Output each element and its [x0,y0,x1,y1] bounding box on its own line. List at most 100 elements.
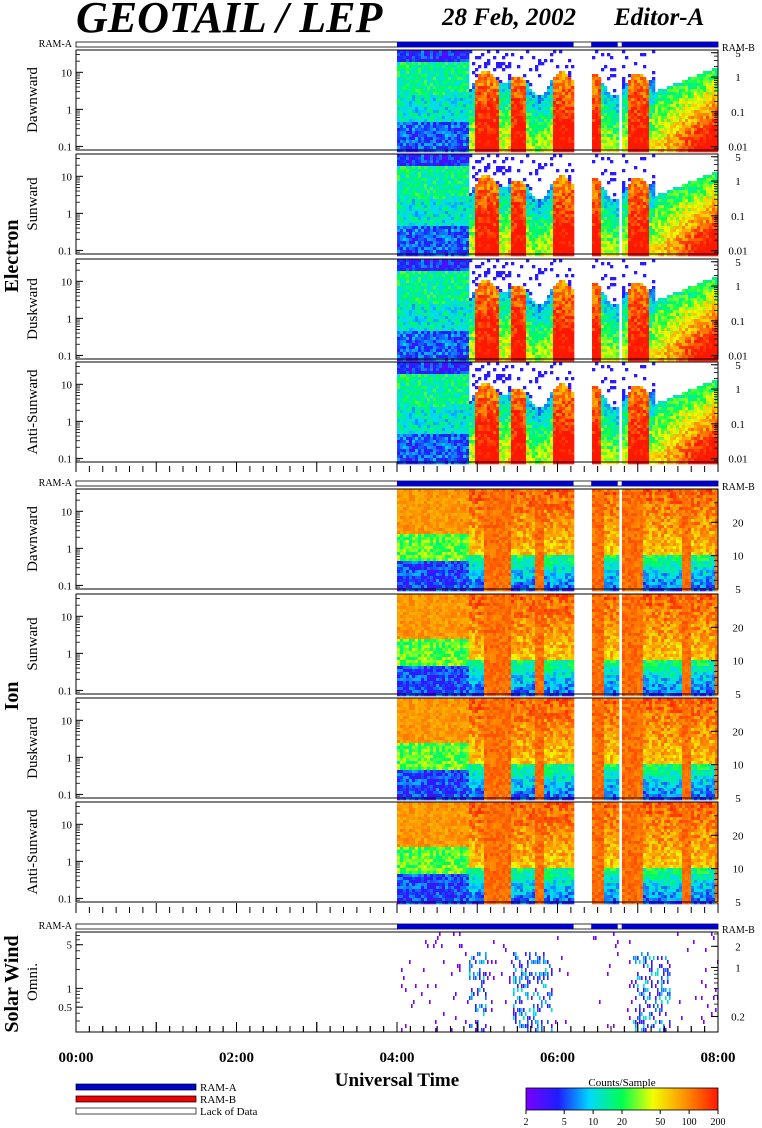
panel-label: Sunward [25,177,41,231]
axis-tick-label: 10 [733,551,745,563]
colorbar: Counts/Sample 2 5 10 20 50 100 200 [524,1077,726,1128]
ram-a-label: RAM-A [39,478,73,489]
colorbar-tick-label: 5 [562,1117,567,1128]
spectrogram-image [397,594,718,696]
panel-label: Duskward [25,278,41,340]
colorbar-tick-label: 20 [617,1117,627,1128]
axis-tick-label: 10 [61,715,73,727]
axis-tick-label: 20 [733,517,745,529]
axis-tick-label: 5 [67,940,73,952]
spectrogram-figure: GEOTAIL / LEP 28 Feb, 2002 Editor-A Elec… [0,0,762,1128]
axis-tick-label: 1 [67,648,73,660]
group-label-solar-wind: Solar Wind [1,935,23,1032]
spectrogram-panel-ion [76,594,718,696]
spectrogram-panel-solar [76,932,719,1032]
legend-label-ram-a: RAM-A [200,1082,237,1094]
panel-label: Omni. [25,963,41,1001]
axis-tick-label: 10 [61,611,73,623]
panel-label: Sunward [25,617,41,671]
panel-label: Dawnward [25,506,41,572]
x-axis-label: Universal Time [335,1070,459,1091]
axis-tick-label: 0.1 [731,316,745,328]
colorbar-tick-label: 100 [682,1117,697,1128]
axis-tick-label: 0.1 [731,107,745,119]
axis-tick-label: 5 [735,897,741,909]
date-label: 28 Feb, 2002 [441,4,576,31]
axis-tick-label: 5 [735,584,741,596]
legend-label-ram-b: RAM-B [200,1094,236,1106]
group-label-electron: Electron [1,220,23,293]
ram-a-label: RAM-A [39,39,73,50]
ram-a-label: RAM-A [39,921,73,932]
legend-swatch-lack-of-data [76,1108,196,1114]
axis-tick-label: 10 [733,864,745,876]
axis-tick-label: 0.1 [731,419,745,431]
axis-tick-label: 1 [67,543,73,555]
spectrogram-panel-electron [76,259,718,361]
axis-tick-label: 5 [735,257,741,269]
time-tick-label: 06:00 [540,1050,575,1066]
axis-tick-label: 1 [67,983,73,995]
axis-tick-label: 0.1 [58,350,72,362]
axis-tick-label: 1 [735,176,741,188]
figure-title: GEOTAIL / LEP [76,0,384,42]
colorbar-tick-label: 10 [588,1117,598,1128]
panel-label: Anti-Sunward [25,369,41,454]
axis-tick-label: 0.1 [58,893,72,905]
axis-tick-label: 5 [735,689,741,701]
time-tick-label: 04:00 [380,1050,415,1066]
panel-label: Anti-Sunward [25,809,41,894]
axis-tick-label: 1 [735,281,741,293]
spectrogram-image [397,489,718,591]
axis-tick-label: 10 [733,656,745,668]
ram-b-label: RAM-B [722,925,755,936]
spectrogram-panel-ion [76,489,718,591]
axis-tick-label: 0.1 [58,453,72,465]
axis-tick-label: 10 [733,760,745,772]
time-tick-label: 08:00 [701,1050,736,1066]
axis-tick-label: 1 [735,962,741,974]
axis-tick-label: 0.2 [731,1011,745,1023]
legend-swatch-ram-b [76,1096,196,1102]
colorbar-tick-label: 2 [524,1117,529,1128]
group-label-ion: Ion [1,682,23,711]
axis-tick-label: 0.1 [731,211,745,223]
axis-tick-label: 5 [735,793,741,805]
editor-label: Editor-A [613,4,704,31]
panel-label: Dawnward [25,67,41,133]
axis-tick-label: 2 [735,941,741,953]
spectrogram-image [397,698,718,800]
panels-layer: 1010.1510.10.01Dawnward1010.1510.10.01Su… [25,48,748,1032]
axis-tick-label: 1 [735,72,741,84]
axis-tick-label: 0.1 [58,245,72,257]
ram-legend: RAM-A RAM-B Lack of Data [76,1082,258,1118]
axis-tick-label: 1 [67,313,73,325]
axis-tick-label: 1 [67,208,73,220]
axis-tick-label: 20 [733,622,745,634]
axis-tick-label: 1 [67,104,73,116]
axis-tick-label: 10 [61,67,73,79]
axis-tick-label: 1 [67,752,73,764]
axis-tick-label: 5 [735,152,741,164]
axis-tick-label: 20 [733,830,745,842]
axis-tick-label: 10 [61,506,73,518]
axis-tick-label: 0.1 [58,580,72,592]
legend-swatch-ram-a [76,1084,196,1090]
spectrogram-panel-electron [76,154,718,256]
spectrogram-panel-electron [76,50,718,152]
spectrogram-panel-ion [76,698,718,800]
axis-tick-label: 10 [61,819,73,831]
panel-label: Duskward [25,717,41,779]
spectrogram-image [397,802,718,904]
time-tick-label: 02:00 [219,1050,254,1066]
colorbar-tick-label: 200 [711,1117,726,1128]
time-ticks [76,462,718,472]
ram-b-label: RAM-B [722,43,755,54]
time-axis: 00:00 02:00 04:00 06:00 08:00 [59,1050,736,1066]
axis-tick-label: 10 [61,276,73,288]
axis-tick-label: 0.1 [58,789,72,801]
axis-tick-label: 0.01 [728,454,747,466]
colorbar-ramp [526,1088,718,1110]
axis-tick-label: 1 [67,416,73,428]
axis-tick-label: 1 [735,384,741,396]
